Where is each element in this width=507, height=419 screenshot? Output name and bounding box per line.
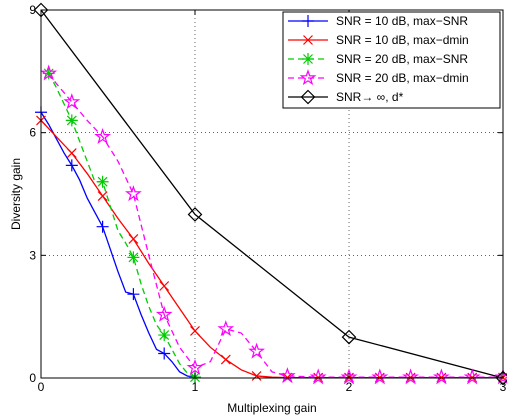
legend: SNR = 10 dB, max−SNR SNR = 10 dB, max−dmi…	[282, 11, 501, 109]
legend-marker-3	[299, 69, 317, 86]
series-3-marker	[494, 368, 507, 385]
x-tick-label: 3	[500, 380, 507, 394]
series-1-marker	[97, 191, 108, 201]
series-3-marker	[248, 342, 266, 359]
series-3-marker	[40, 64, 58, 81]
series-2-marker	[42, 67, 55, 80]
series-3-marker	[155, 305, 173, 322]
plot-frame	[40, 9, 504, 379]
series-3-marker	[463, 368, 481, 385]
series-4-marker	[341, 329, 357, 345]
series-3-marker	[309, 368, 327, 385]
series-0-marker	[96, 220, 109, 233]
series-1-marker	[66, 148, 77, 159]
legend-label-4: SNR→ ∞, d*	[336, 90, 404, 104]
axis-ticks	[40, 9, 504, 379]
legend-marker-2	[302, 53, 314, 65]
x-tick-label: 2	[346, 380, 353, 394]
series-line-2	[48, 73, 196, 378]
legend-label-0: SNR = 10 dB, max−SNR	[336, 14, 468, 28]
y-tick-label: 3	[29, 248, 36, 262]
series-1-marker	[220, 354, 231, 365]
legend-label-2: SNR = 20 dB, max−SNR	[336, 52, 468, 66]
series-4-marker	[495, 370, 507, 386]
series-2-marker	[96, 175, 109, 188]
series-0-marker	[158, 347, 171, 360]
legend-label-1: SNR = 10 dB, max−dmin	[336, 33, 469, 47]
series-line-0	[40, 111, 196, 378]
y-axis-label: Diversity gain	[9, 158, 23, 230]
y-tick-label: 0	[29, 371, 36, 385]
series-3-marker	[402, 368, 420, 385]
series-1-marker	[128, 234, 139, 244]
series-1-marker	[251, 371, 262, 381]
series-3-marker	[125, 185, 142, 202]
series-4-marker	[187, 207, 203, 222]
legend-marker-0	[302, 15, 314, 27]
series-3-marker	[278, 367, 296, 384]
series-3-marker	[432, 368, 450, 385]
series-line-4	[40, 9, 504, 379]
series-0-marker	[65, 159, 78, 172]
series-3-marker	[217, 320, 235, 337]
grid-lines	[41, 10, 503, 378]
series-1-marker	[190, 326, 200, 336]
series-3-marker	[371, 368, 389, 385]
y-tick-label: 6	[29, 126, 36, 140]
y-tick-label: 9	[29, 3, 36, 17]
axis-tick-labels: 0 1 2 3 0 3 6 9	[29, 3, 506, 394]
series-1-marker	[159, 281, 170, 291]
legend-marker-4	[300, 89, 316, 105]
series-2-marker	[127, 251, 140, 264]
series-3-marker	[340, 368, 358, 385]
legend-marker-1	[303, 35, 313, 45]
legend-box	[282, 11, 501, 109]
x-tick-label: 0	[38, 380, 45, 394]
series-2-marker	[65, 114, 78, 127]
x-tick-label: 1	[192, 380, 199, 394]
series-3-marker	[186, 358, 204, 375]
series-3-marker	[94, 127, 112, 144]
series-2-marker	[158, 329, 171, 342]
legend-label-3: SNR = 20 dB, max−dmin	[336, 71, 469, 85]
x-axis-label: Multiplexing gain	[227, 401, 316, 415]
series-0-marker	[127, 288, 140, 301]
series-3-marker	[63, 93, 81, 110]
